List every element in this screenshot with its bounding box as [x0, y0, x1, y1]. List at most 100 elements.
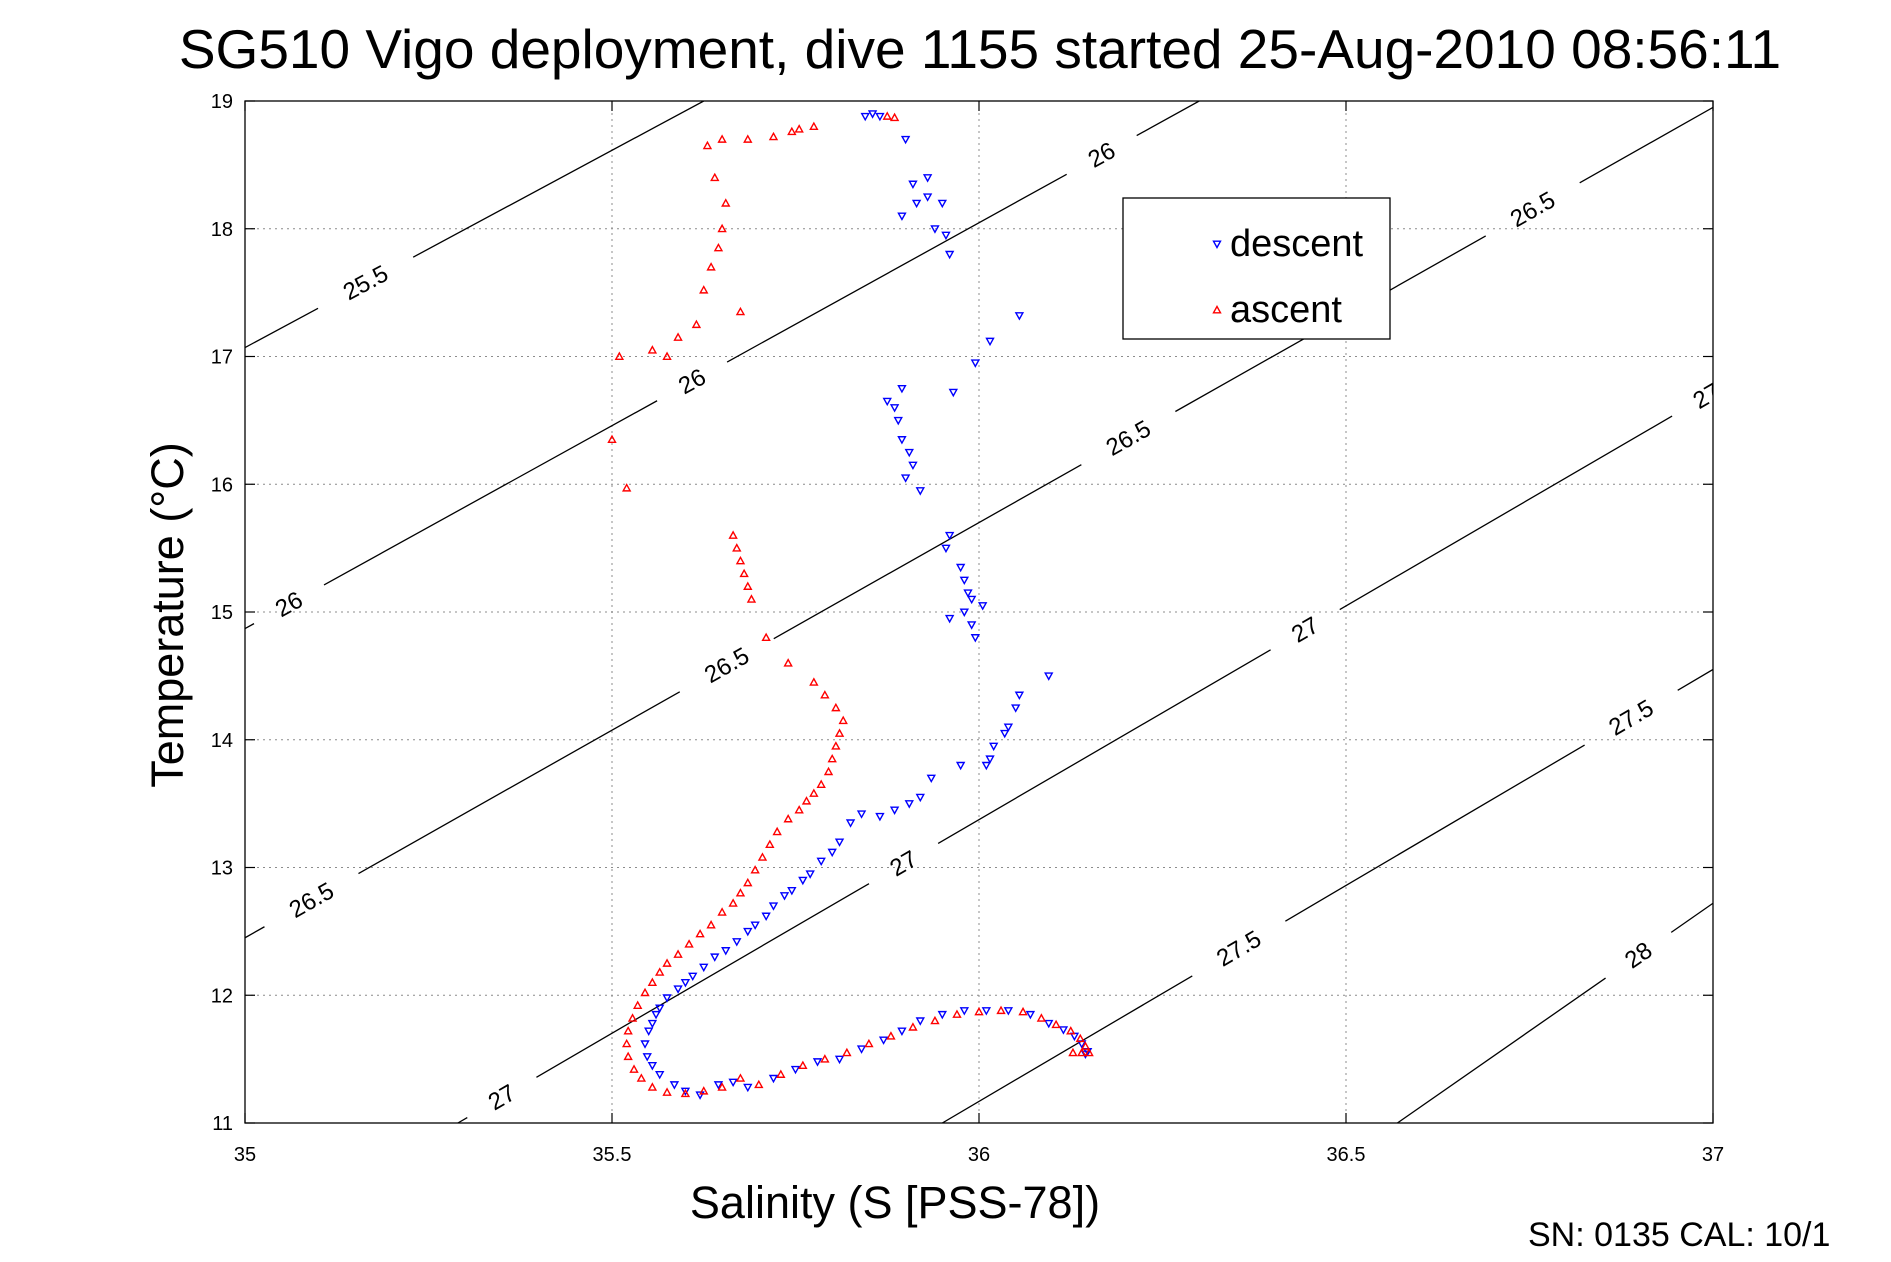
legend-label-ascent: ascent — [1230, 289, 1342, 331]
axis-ticks: 35 35.5 36 36.5 37 11 12 13 14 15 16 17 18 19 — [211, 91, 1724, 1166]
descent-point — [827, 848, 837, 858]
data-points — [607, 110, 1094, 1100]
ascent-point — [783, 814, 793, 823]
ascent-point — [838, 715, 848, 725]
ascent-point — [820, 1054, 830, 1063]
ascent-point — [1077, 1047, 1087, 1057]
descent-point — [732, 938, 742, 947]
descent-point — [889, 404, 900, 413]
descent-point — [798, 876, 808, 886]
legend-box — [1122, 197, 1391, 340]
descent-point — [878, 1036, 889, 1045]
contour-line — [245, 307, 319, 349]
contour-line — [323, 400, 658, 586]
ascent-point — [717, 134, 727, 143]
legend: descent ascent — [1122, 197, 1391, 340]
descent-point — [977, 602, 988, 611]
descent-point — [651, 1010, 661, 1020]
contour-line — [457, 1116, 468, 1123]
descent-point — [897, 436, 907, 445]
descent-point — [915, 487, 925, 496]
contour-label: 25.5 — [339, 260, 393, 306]
descent-point — [897, 384, 907, 394]
descent-point — [970, 359, 981, 368]
ascent-point — [699, 1086, 709, 1095]
ascent-point — [765, 839, 775, 849]
descent-point — [1003, 1007, 1014, 1016]
descent-point — [1025, 1010, 1036, 1020]
ascent-point — [702, 140, 713, 150]
legend-symbol-ascent — [1212, 305, 1222, 314]
descent-point — [669, 1081, 680, 1090]
contour-label: 27 — [484, 1079, 521, 1116]
ascent-point — [607, 434, 617, 444]
ascent-point — [706, 920, 716, 929]
descent-point — [900, 135, 911, 145]
ascent-point — [776, 1069, 786, 1078]
contour-line — [358, 691, 681, 875]
descent-point — [779, 892, 790, 901]
descent-point — [768, 902, 779, 911]
ascent-point — [699, 285, 709, 294]
descent-point — [941, 231, 951, 241]
ascent-point — [952, 1009, 962, 1018]
ascent-point — [728, 898, 738, 907]
descent-point — [699, 963, 709, 973]
descent-point — [889, 806, 900, 815]
descent-point — [944, 614, 955, 624]
ascent-point — [735, 888, 746, 897]
legend-marker-descent — [1212, 240, 1222, 249]
ascent-point — [728, 530, 738, 539]
legend-label-descent: descent — [1230, 223, 1364, 265]
descent-point — [988, 742, 999, 752]
descent-point — [816, 857, 826, 867]
serial-calibration-text: SN: 0135 CAL: 10/1 — [1528, 1216, 1830, 1254]
descent-point — [897, 1027, 907, 1036]
descent-point — [966, 595, 977, 605]
ascent-point — [842, 1047, 852, 1057]
descent-point — [710, 953, 720, 962]
contour-line — [1677, 668, 1713, 691]
contour-label: 26 — [674, 364, 710, 401]
descent-point — [1014, 312, 1025, 321]
descent-point — [768, 1074, 779, 1084]
descent-point — [897, 212, 907, 221]
ascent-point — [673, 332, 683, 341]
descent-point — [1011, 704, 1021, 713]
ascent-point — [684, 939, 694, 948]
y-tick-label: 17 — [211, 347, 233, 369]
descent-point — [875, 112, 885, 122]
descent-point — [900, 474, 911, 483]
descent-point — [911, 199, 922, 209]
descent-point — [937, 199, 947, 209]
descent-point — [673, 985, 683, 994]
descent-point — [1058, 1026, 1069, 1035]
descent-point — [908, 461, 918, 471]
ascent-point — [623, 1026, 633, 1035]
descent-point — [743, 1083, 753, 1093]
ascent-point — [908, 1022, 918, 1031]
ascent-point — [809, 788, 819, 797]
ascent-point — [673, 949, 683, 958]
grid — [244, 100, 1714, 1124]
contour-line — [536, 883, 870, 1078]
legend-symbol-descent — [1212, 240, 1222, 249]
descent-point — [834, 838, 845, 847]
ascent-point — [798, 1060, 808, 1070]
descent-point — [966, 621, 977, 630]
descent-point — [867, 110, 878, 119]
ascent-point — [864, 1038, 874, 1048]
descent-point — [908, 180, 918, 189]
contour-line — [245, 926, 265, 939]
y-tick-label: 15 — [211, 602, 233, 624]
contour-line — [726, 173, 1067, 363]
descent-point — [662, 994, 672, 1003]
descent-point — [959, 576, 970, 586]
ascent-point — [1051, 1019, 1061, 1029]
descent-point — [787, 886, 797, 896]
ascent-point — [629, 1064, 639, 1073]
descent-point — [1044, 672, 1054, 681]
descent-point — [856, 810, 867, 819]
descent-point — [812, 1058, 823, 1067]
descent-point — [882, 397, 892, 407]
